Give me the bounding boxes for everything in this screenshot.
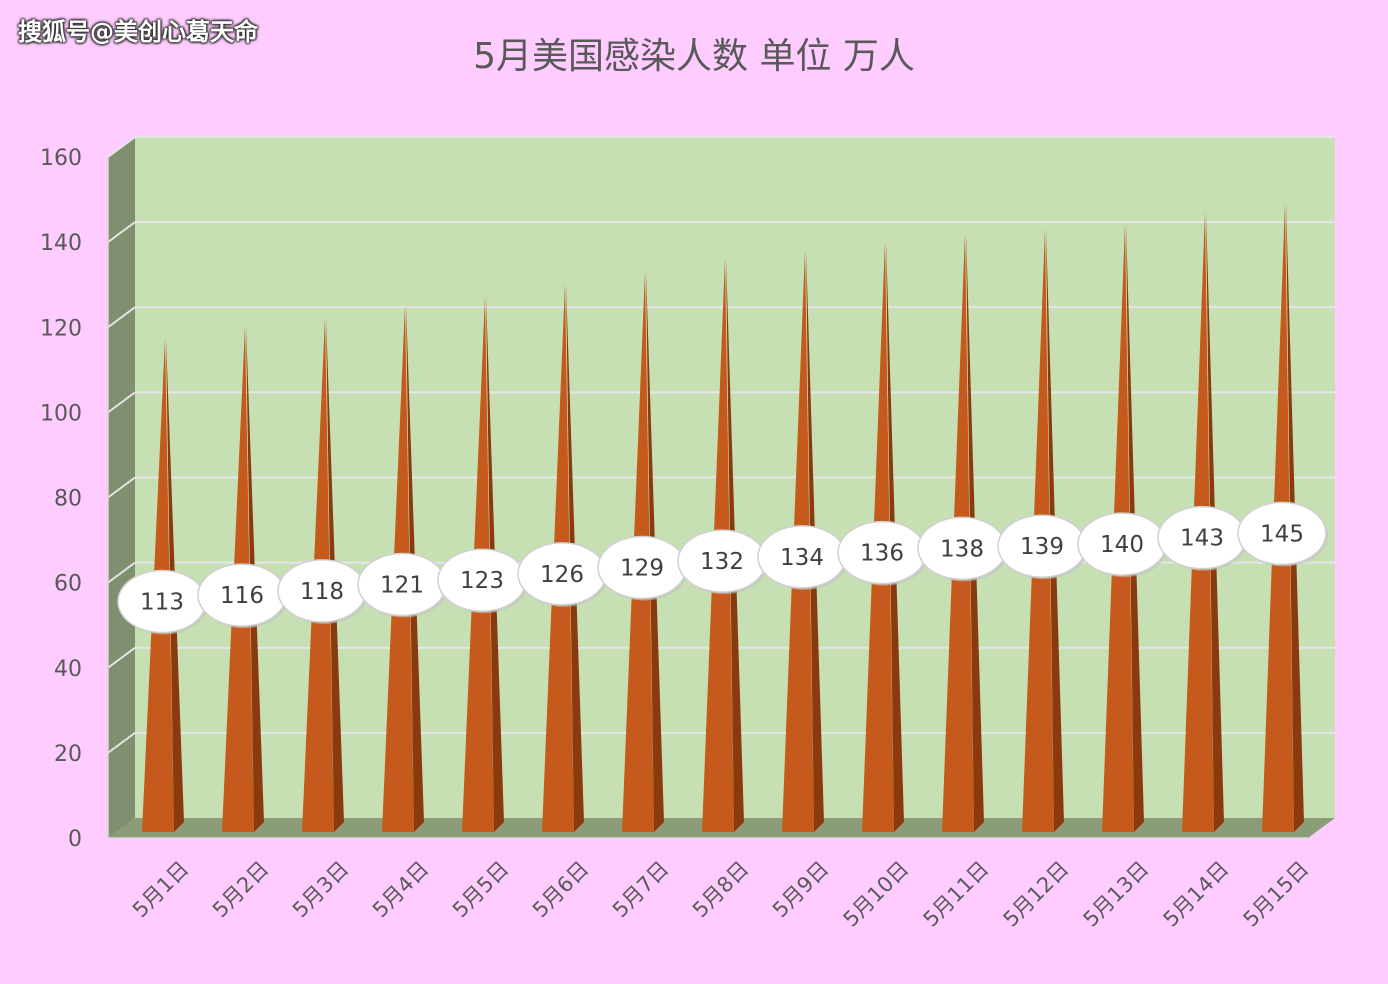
x-tick-label: 5月12日: [999, 857, 1074, 932]
x-tick-label: 5月5日: [448, 857, 514, 923]
x-tick-label: 5月13日: [1079, 857, 1154, 932]
x-tick-label: 5月2日: [208, 857, 274, 923]
data-label-value: 129: [620, 555, 664, 581]
y-tick-label: 20: [54, 742, 82, 767]
x-tick-label: 5月9日: [768, 857, 834, 923]
data-label: 116: [197, 563, 288, 629]
x-tick-label: 5月10日: [839, 857, 914, 932]
gridline-side: [107, 306, 136, 329]
data-label-value: 132: [700, 549, 744, 575]
gridline-side: [107, 561, 136, 584]
x-tick-label: 5月4日: [368, 857, 434, 923]
data-label-value: 143: [1180, 526, 1224, 552]
data-label-value: 139: [1020, 534, 1064, 560]
data-label-value: 138: [940, 536, 984, 562]
x-tick-label: 5月14日: [1159, 857, 1234, 932]
y-tick-label: 60: [54, 572, 82, 597]
gridline-side: [107, 221, 136, 243]
data-label: 132: [677, 529, 768, 595]
data-label: 138: [917, 516, 1008, 582]
data-labels: 113 116 118 121 123 126 129 132 134 136 138 139 140 1…: [117, 501, 1328, 635]
chart-title: 5月美国感染人数 单位 万人: [473, 36, 915, 77]
data-label: 123: [437, 548, 528, 614]
data-label-value: 121: [380, 572, 424, 598]
x-tick-label: 5月1日: [128, 857, 194, 923]
data-label: 118: [277, 559, 368, 624]
y-tick-label: 100: [40, 401, 82, 426]
y-tick-label: 120: [40, 316, 82, 341]
data-label-value: 116: [220, 583, 264, 609]
gridline-side: [107, 136, 136, 158]
x-axis: 5月1日 5月2日 5月3日 5月4日 5月5日 5月6日 5月7日 5月8日 5月9日 5月10…: [108, 837, 1314, 932]
data-label-value: 118: [300, 579, 344, 605]
y-tick-label: 0: [68, 827, 82, 852]
y-tick-label: 80: [54, 487, 82, 512]
gridline-side: [107, 476, 136, 499]
data-label: 129: [597, 535, 688, 601]
data-label: 134: [757, 525, 848, 590]
y-tick-label: 140: [40, 231, 82, 256]
data-label-value: 126: [540, 562, 584, 588]
data-label: 126: [517, 542, 608, 607]
y-axis: 0 20 40 60 80 100 120 140 160: [40, 146, 109, 852]
data-label-value: 140: [1100, 532, 1144, 558]
x-tick-label: 5月6日: [528, 857, 594, 923]
data-label-value: 134: [780, 545, 824, 571]
data-label-bubble: [1237, 501, 1327, 566]
data-label: 145: [1237, 501, 1328, 567]
y-tick-label: 160: [40, 146, 82, 171]
gridline-side: [107, 646, 136, 669]
gridline-side: [107, 391, 136, 414]
watermark: 搜狐号@美创心葛天命: [18, 18, 258, 46]
data-label-value: 113: [140, 590, 184, 616]
data-label-value: 136: [860, 541, 904, 567]
data-label-value: 145: [1260, 521, 1304, 547]
x-tick-label: 5月15日: [1239, 857, 1314, 932]
data-label: 121: [357, 552, 448, 618]
data-label: 139: [997, 514, 1088, 580]
x-tick-label: 5月8日: [688, 857, 754, 923]
x-tick-label: 5月11日: [919, 857, 994, 932]
data-label-value: 123: [460, 568, 504, 594]
data-label: 136: [837, 520, 928, 586]
y-tick-label: 40: [54, 657, 82, 682]
gridline-side: [107, 732, 136, 754]
x-tick-label: 5月3日: [288, 857, 354, 923]
data-label: 143: [1157, 505, 1248, 571]
data-label: 140: [1077, 512, 1168, 578]
x-tick-label: 5月7日: [608, 857, 674, 923]
data-label: 113: [117, 569, 208, 635]
